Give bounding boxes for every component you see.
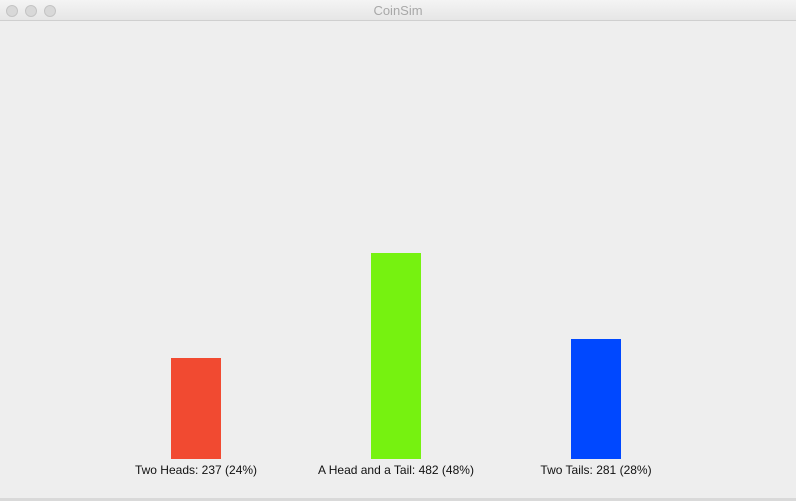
window-title: CoinSim bbox=[373, 3, 423, 18]
zoom-window-button[interactable] bbox=[44, 5, 56, 17]
bar-label-two-tails: Two Tails: 281 (28%) bbox=[540, 463, 652, 477]
bar-head-and-tail bbox=[371, 253, 421, 459]
bottom-edge bbox=[0, 498, 796, 501]
chart-area: Two Heads: 237 (24%) A Head and a Tail: … bbox=[0, 22, 796, 501]
minimize-window-button[interactable] bbox=[25, 5, 37, 17]
title-bar: CoinSim bbox=[0, 0, 796, 21]
bar-two-heads bbox=[171, 358, 221, 459]
close-window-button[interactable] bbox=[6, 5, 18, 17]
bar-two-tails bbox=[571, 339, 621, 459]
bar-label-two-heads: Two Heads: 237 (24%) bbox=[134, 463, 258, 477]
bar-label-head-and-tail: A Head and a Tail: 482 (48%) bbox=[318, 463, 474, 477]
